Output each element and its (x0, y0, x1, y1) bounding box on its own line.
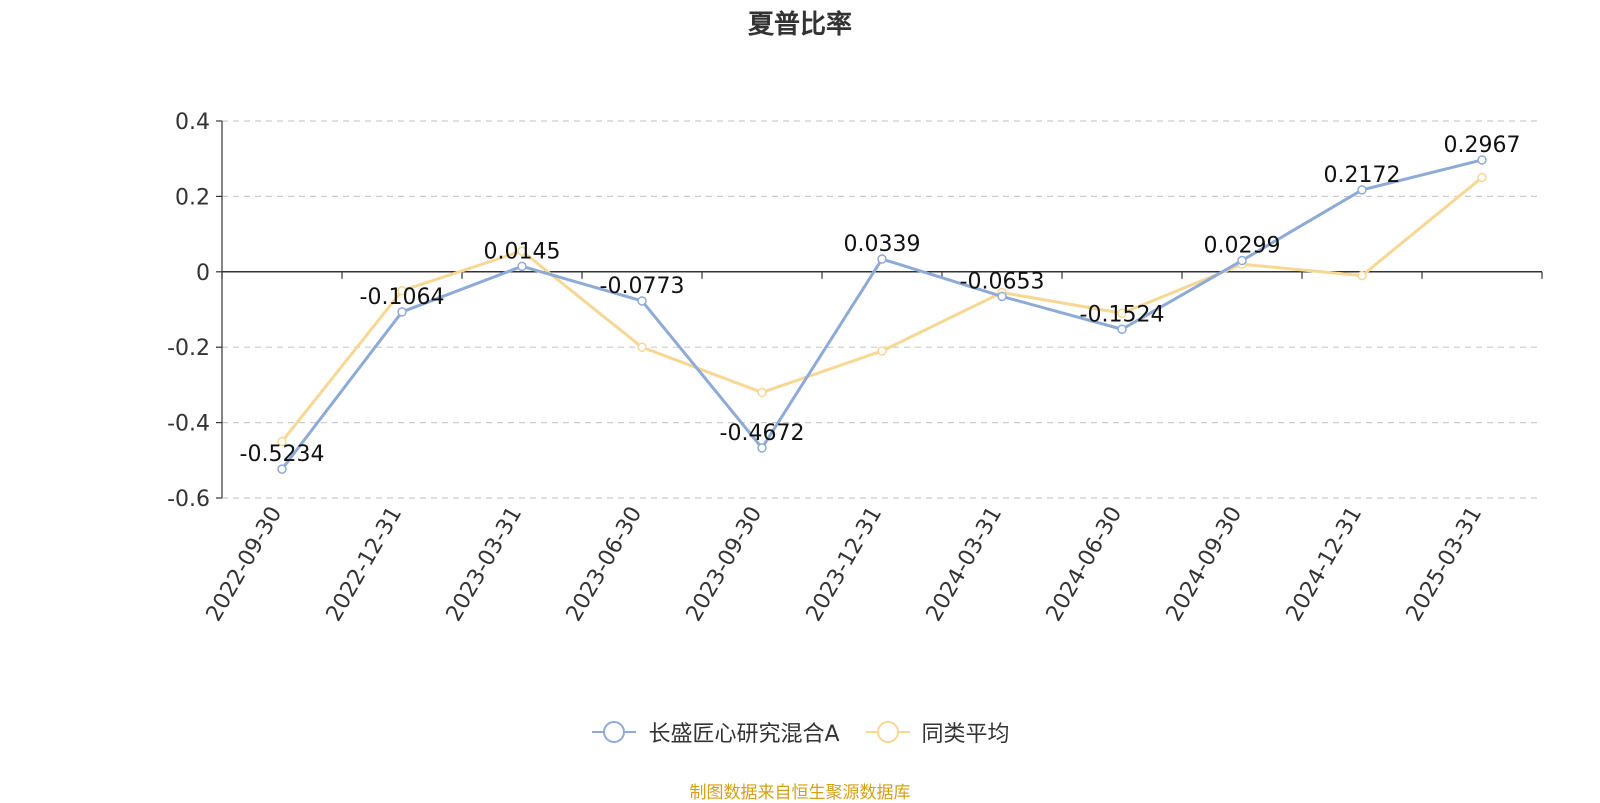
series-2-point (1117, 308, 1127, 319)
series-1-point (517, 261, 527, 272)
x-tick-label: 2024-03-31 (922, 503, 1008, 626)
x-tick-label: 2024-06-30 (1042, 503, 1128, 626)
data-label: 0.0145 (484, 239, 561, 264)
series-1-point (397, 307, 407, 317)
series-2-point (1477, 172, 1487, 183)
legend-marker-icon (592, 721, 637, 743)
y-tick-label: 0 (196, 261, 210, 286)
legend-label-series-2: 同类平均 (921, 722, 1010, 747)
y-tick-label: -0.2 (167, 336, 210, 361)
series-1-point (757, 443, 767, 453)
label-layer: -0.5234 -0.1064 0.0145 -0.0773 -0.4672 0.0339… (240, 133, 1521, 467)
data-label: -0.1064 (360, 285, 445, 310)
chart-title: 夏普比率 (747, 10, 852, 40)
x-tick-label: 2025-03-31 (1402, 503, 1488, 626)
x-tick-label: 2023-12-31 (802, 503, 888, 626)
data-label: -0.0653 (960, 269, 1045, 294)
series-1-point (1237, 255, 1247, 266)
x-tick-label: 2024-09-30 (1162, 503, 1248, 626)
series-1-point (877, 254, 887, 264)
data-label: -0.5234 (240, 442, 325, 467)
series-1-point (1477, 155, 1487, 165)
series-2-point (637, 342, 647, 352)
y-tick-label: -0.6 (167, 487, 210, 512)
legend-marker-icon (865, 721, 910, 743)
y-tick-label: 0.4 (175, 110, 210, 135)
series-2-point (277, 436, 287, 447)
data-label: -0.0773 (600, 274, 685, 299)
series-2-point (877, 346, 887, 356)
data-label: 0.2967 (1444, 133, 1521, 158)
x-tick-label: 2023-09-30 (682, 503, 768, 626)
y-tick-label: -0.4 (167, 412, 210, 437)
series-2-point (397, 285, 407, 296)
data-label: -0.1524 (1080, 302, 1165, 327)
data-label: 0.0339 (844, 232, 921, 257)
x-tick-label: 2024-12-31 (1282, 503, 1368, 626)
x-tick-label: 2022-12-31 (322, 503, 408, 626)
x-tick-label: 2022-09-30 (202, 503, 288, 626)
series-2-point (517, 246, 527, 256)
source-note: 制图数据来自恒生聚源数据库 (689, 783, 911, 803)
series-1-point (1117, 324, 1127, 335)
y-tick-label: 0.2 (175, 185, 210, 210)
x-tick-label: 2023-03-31 (442, 503, 528, 626)
data-label: 0.2172 (1324, 163, 1401, 188)
series-1-point (997, 291, 1007, 302)
series-2-point (757, 387, 767, 398)
data-label: 0.0299 (1204, 234, 1281, 259)
series-1-point (637, 296, 647, 306)
legend-item-series-1[interactable]: 长盛匠心研究混合A (590, 716, 840, 748)
series-1-point (277, 464, 287, 474)
legend: 长盛匠心研究混合A 同类平均 (0, 716, 1600, 748)
series-layer (277, 155, 1487, 474)
series-2-point (1357, 270, 1367, 281)
series-line-2 (280, 176, 1483, 443)
data-label: -0.4672 (720, 421, 805, 446)
x-tick-label: 2023-06-30 (562, 503, 648, 626)
legend-label-series-1: 长盛匠心研究混合A (648, 722, 840, 747)
legend-item-series-2[interactable]: 同类平均 (864, 716, 1010, 748)
series-1-point (1357, 185, 1367, 195)
